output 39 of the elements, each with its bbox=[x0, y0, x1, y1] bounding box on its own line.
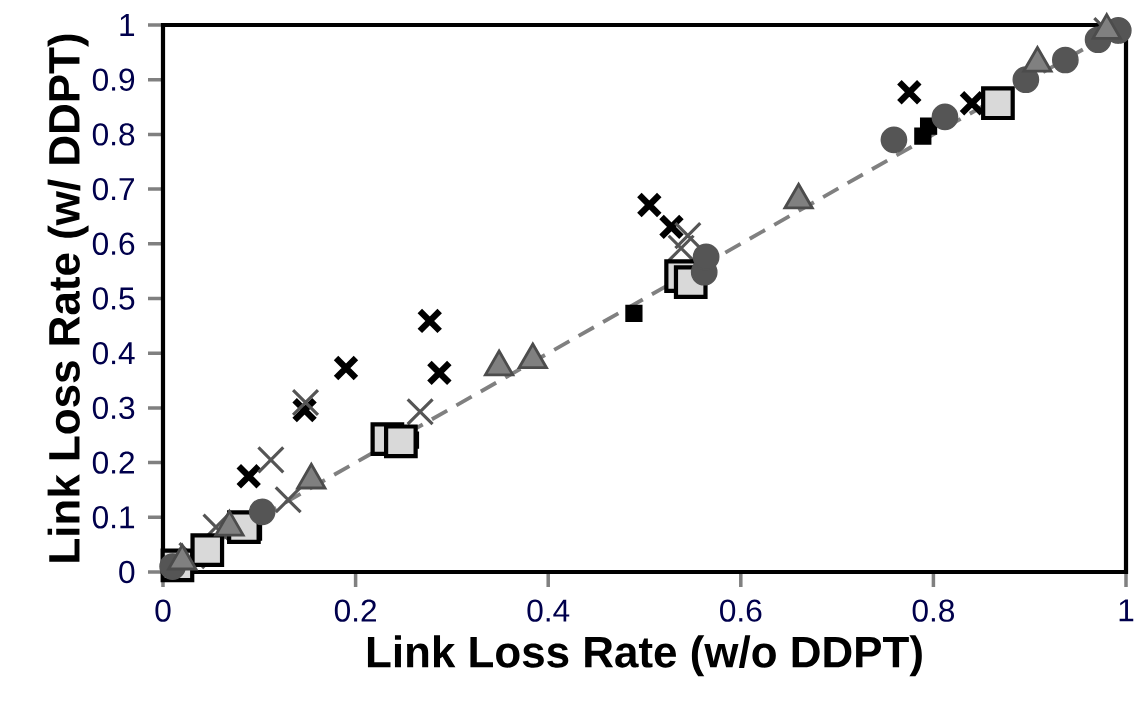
y-tick-label: 0.3 bbox=[92, 396, 135, 420]
point bbox=[248, 498, 276, 526]
point bbox=[235, 463, 262, 490]
y-axis-title: Link Loss Rate (w/ DDPT) bbox=[47, 34, 89, 562]
point bbox=[658, 213, 685, 240]
y-tick-label: 0.2 bbox=[92, 451, 134, 474]
y-tick-label: 0.6 bbox=[92, 232, 135, 256]
x-tick-label: 0.2 bbox=[334, 599, 376, 622]
point bbox=[256, 445, 285, 474]
point bbox=[426, 359, 453, 386]
x-tick-label: 0.6 bbox=[720, 599, 762, 622]
point bbox=[1051, 46, 1079, 74]
y-tick-label: 0.4 bbox=[92, 341, 135, 365]
y-tick-label: 0 bbox=[119, 560, 135, 584]
y-tick-label: 0.5 bbox=[92, 287, 135, 310]
point bbox=[625, 304, 643, 322]
point bbox=[880, 126, 908, 154]
y-tick-label: 0.8 bbox=[92, 123, 135, 146]
point bbox=[406, 397, 435, 426]
y-tick-label: 1 bbox=[120, 14, 135, 36]
y-tick-label: 0.1 bbox=[92, 506, 135, 529]
x-axis-title: Link Loss Rate (w/o DDPT) bbox=[367, 635, 922, 677]
y-tick-label: 0.9 bbox=[92, 68, 135, 91]
y-tick-label: 0.7 bbox=[92, 177, 134, 201]
point bbox=[383, 424, 418, 459]
point bbox=[981, 86, 1015, 121]
point bbox=[291, 388, 320, 417]
point bbox=[636, 191, 663, 219]
point bbox=[190, 533, 225, 567]
x-tick-label: 0.4 bbox=[527, 599, 570, 622]
point bbox=[274, 485, 303, 514]
point bbox=[332, 354, 360, 382]
x-tick-label: 0 bbox=[155, 599, 171, 622]
point bbox=[931, 103, 959, 131]
x-tick-label: 0.8 bbox=[912, 599, 955, 622]
point bbox=[416, 307, 443, 335]
x-tick-label: 1 bbox=[1119, 599, 1134, 622]
point bbox=[673, 221, 702, 250]
point bbox=[896, 79, 923, 106]
